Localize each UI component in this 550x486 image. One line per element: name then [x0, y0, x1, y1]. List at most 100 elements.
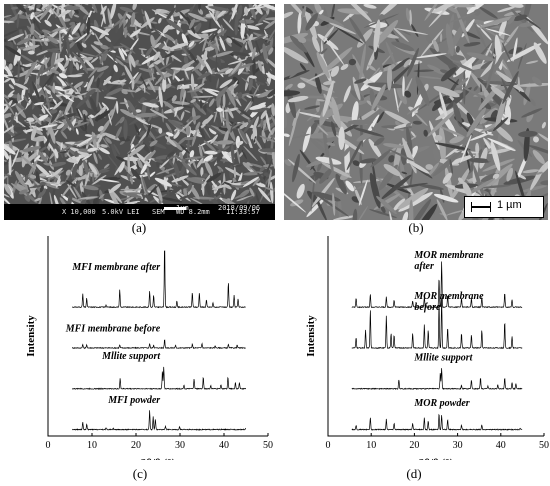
crystal-shape [427, 64, 445, 75]
crystal-shape [342, 147, 351, 158]
crystal-shape [439, 91, 448, 122]
crystal-shape [322, 47, 353, 74]
crystal-shape [135, 117, 149, 125]
crystal-shape [127, 154, 131, 174]
crystal-shape [257, 60, 263, 72]
crystal-shape [39, 146, 48, 153]
crystal-shape [406, 103, 423, 115]
crystal-shape [210, 33, 217, 43]
crystal-shape [4, 29, 19, 38]
crystal-shape [226, 37, 233, 44]
crystal-shape [4, 125, 15, 135]
crystal-shape [78, 108, 84, 120]
crystal-shape [4, 113, 12, 119]
crystal-shape [88, 162, 98, 175]
crystal-shape [259, 148, 275, 153]
x-tick-label: 10 [87, 440, 97, 451]
crystal-shape [478, 6, 498, 19]
crystal-shape [208, 6, 230, 11]
crystal-shape [165, 136, 177, 148]
crystal-shape [93, 41, 103, 46]
crystal-shape [134, 80, 150, 93]
crystal-shape [250, 147, 264, 157]
crystal-shape [61, 27, 72, 48]
crystal-shape [388, 91, 391, 103]
crystal-shape [4, 142, 16, 155]
crystal-shape [481, 184, 511, 189]
crystal-shape [144, 10, 152, 29]
sem-mode: SEM [152, 208, 165, 216]
crystal-shape [141, 175, 149, 196]
x-tick-label: 20 [409, 440, 419, 451]
crystal-shape [206, 88, 222, 93]
crystal-shape [131, 77, 135, 90]
crystal-shape [119, 6, 134, 13]
crystal-shape [189, 150, 195, 158]
crystal-shape [410, 131, 416, 138]
crystal-shape [475, 22, 509, 44]
crystal-shape [427, 110, 456, 137]
crystal-shape [402, 211, 409, 220]
crystal-shape [172, 71, 176, 80]
crystal-shape [265, 111, 271, 132]
crystal-shape [170, 80, 193, 86]
crystal-shape [162, 24, 170, 34]
sem-scale-box-b: 1 µm [464, 196, 544, 218]
crystal-shape [4, 183, 12, 196]
crystal-shape [260, 117, 264, 128]
crystal-shape [93, 49, 114, 57]
crystal-shape [11, 148, 20, 168]
crystal-shape [312, 36, 320, 53]
crystal-shape [406, 160, 430, 174]
crystal-shape [449, 159, 453, 174]
crystal-shape [18, 189, 28, 195]
sem-voltage: 5.0kV [102, 208, 124, 216]
crystal-shape [239, 128, 249, 144]
crystal-shape [231, 51, 250, 57]
crystal-shape [14, 82, 29, 90]
crystal-shape [179, 152, 184, 160]
crystal-shape [32, 13, 41, 24]
crystal-shape [262, 73, 269, 79]
crystal-shape [384, 110, 413, 126]
crystal-shape [239, 19, 255, 24]
crystal-shape [171, 95, 177, 102]
crystal-shape [149, 193, 167, 203]
crystal-shape [245, 101, 253, 113]
crystal-shape [93, 197, 98, 204]
series-label: MFI membrane before [65, 324, 161, 335]
crystal-shape [352, 127, 384, 137]
crystal-shape [72, 36, 81, 40]
crystal-shape [418, 184, 444, 190]
crystal-shape [16, 4, 27, 13]
crystal-shape [31, 81, 40, 100]
xrd-series-line [71, 339, 246, 350]
crystal-shape [140, 174, 146, 196]
crystal-shape [128, 144, 145, 157]
crystal-shape [419, 76, 443, 80]
crystal-shape [532, 150, 545, 164]
crystal-shape [198, 144, 203, 159]
crystal-shape [13, 71, 31, 79]
crystal-shape [110, 101, 118, 121]
crystal-shape [119, 140, 126, 145]
crystal-shape [103, 96, 117, 100]
crystal-shape [482, 81, 517, 86]
crystal-shape [132, 4, 138, 11]
crystal-shape [245, 132, 254, 152]
crystal-shape [264, 19, 275, 30]
panel-label-b: (b) [408, 220, 424, 235]
crystal-shape [69, 115, 80, 123]
crystal-shape [284, 108, 288, 129]
crystal-shape [335, 173, 347, 195]
crystal-shape [10, 115, 27, 128]
crystal-shape [231, 61, 242, 75]
crystal-shape [198, 4, 202, 11]
crystal-shape [442, 172, 452, 184]
crystal-shape [49, 125, 56, 144]
crystal-shape [455, 8, 470, 44]
crystal-shape [81, 4, 95, 12]
crystal-shape [423, 129, 428, 137]
crystal-shape [130, 29, 141, 38]
crystal-shape [371, 161, 377, 185]
